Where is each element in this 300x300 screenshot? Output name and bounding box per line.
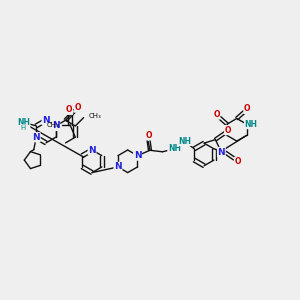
Text: N: N: [134, 151, 141, 160]
Text: O: O: [145, 131, 152, 140]
Text: CH₃: CH₃: [89, 113, 102, 119]
Text: N: N: [218, 148, 225, 157]
Text: NH: NH: [244, 120, 257, 129]
Text: H: H: [21, 125, 26, 131]
Text: N: N: [32, 133, 40, 142]
Text: O: O: [66, 105, 73, 114]
Text: NH: NH: [168, 144, 181, 153]
Text: O: O: [234, 158, 241, 166]
Text: O: O: [244, 104, 250, 113]
Text: O: O: [213, 110, 220, 119]
Text: O: O: [225, 126, 231, 135]
Text: CH₃: CH₃: [46, 122, 59, 128]
Text: N: N: [52, 122, 60, 130]
Text: N: N: [114, 162, 122, 171]
Text: N: N: [88, 146, 96, 154]
Text: NH: NH: [17, 118, 30, 127]
Text: NH: NH: [178, 136, 191, 146]
Text: O: O: [75, 103, 81, 112]
Text: N: N: [42, 116, 50, 125]
